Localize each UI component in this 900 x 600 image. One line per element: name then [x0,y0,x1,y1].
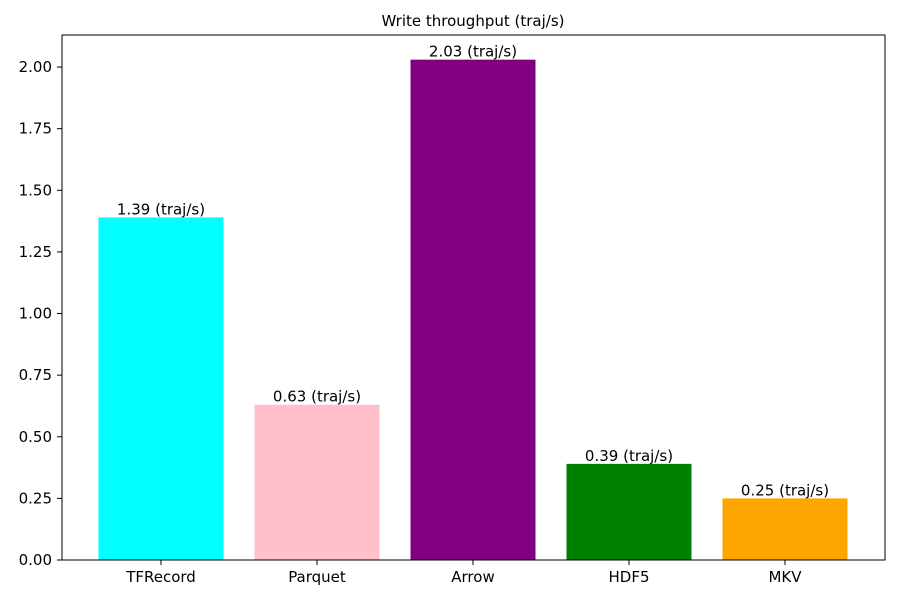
bar-tfrecord [98,217,224,561]
bar-hdf5 [566,463,692,560]
y-tick-label: 1.50 [19,181,52,199]
x-tick-label-mkv: MKV [768,568,802,586]
y-tick-label: 0.50 [19,428,52,446]
x-axis: TFRecord Parquet Arrow HDF5 MKV [125,560,802,586]
y-tick-label: 0.00 [19,551,52,569]
data-labels-layer: 1.39 (traj/s) 0.63 (traj/s) 2.03 (traj/s) 0… [117,43,829,500]
y-tick-label: 2.00 [19,58,52,76]
bars-layer [98,59,848,561]
y-tick-label: 1.25 [19,243,52,261]
plot-frame [61,34,886,561]
bar-parquet [254,404,380,560]
data-label-parquet: 0.63 (traj/s) [273,388,361,406]
x-tick-label-hdf5: HDF5 [608,568,649,586]
y-tick-label: 0.75 [19,366,52,384]
data-label-mkv: 0.25 (traj/s) [741,481,829,499]
y-axis: 0.00 0.25 0.50 0.75 1.00 1.25 1.50 1.75 2.00 [19,58,62,569]
y-tick-label: 0.25 [19,489,52,507]
x-tick-label-parquet: Parquet [288,568,346,586]
x-tick-label-arrow: Arrow [451,568,494,586]
bar-arrow [410,59,536,560]
data-label-arrow: 2.03 (traj/s) [429,43,517,61]
bar-mkv [722,498,848,560]
y-tick-label: 1.00 [19,305,52,323]
y-tick-label: 1.75 [19,120,52,138]
data-label-hdf5: 0.39 (traj/s) [585,447,673,465]
chart-title: Write throughput (traj/s) [382,12,565,30]
data-label-tfrecord: 1.39 (traj/s) [117,200,205,218]
x-tick-label-tfrecord: TFRecord [125,568,196,586]
